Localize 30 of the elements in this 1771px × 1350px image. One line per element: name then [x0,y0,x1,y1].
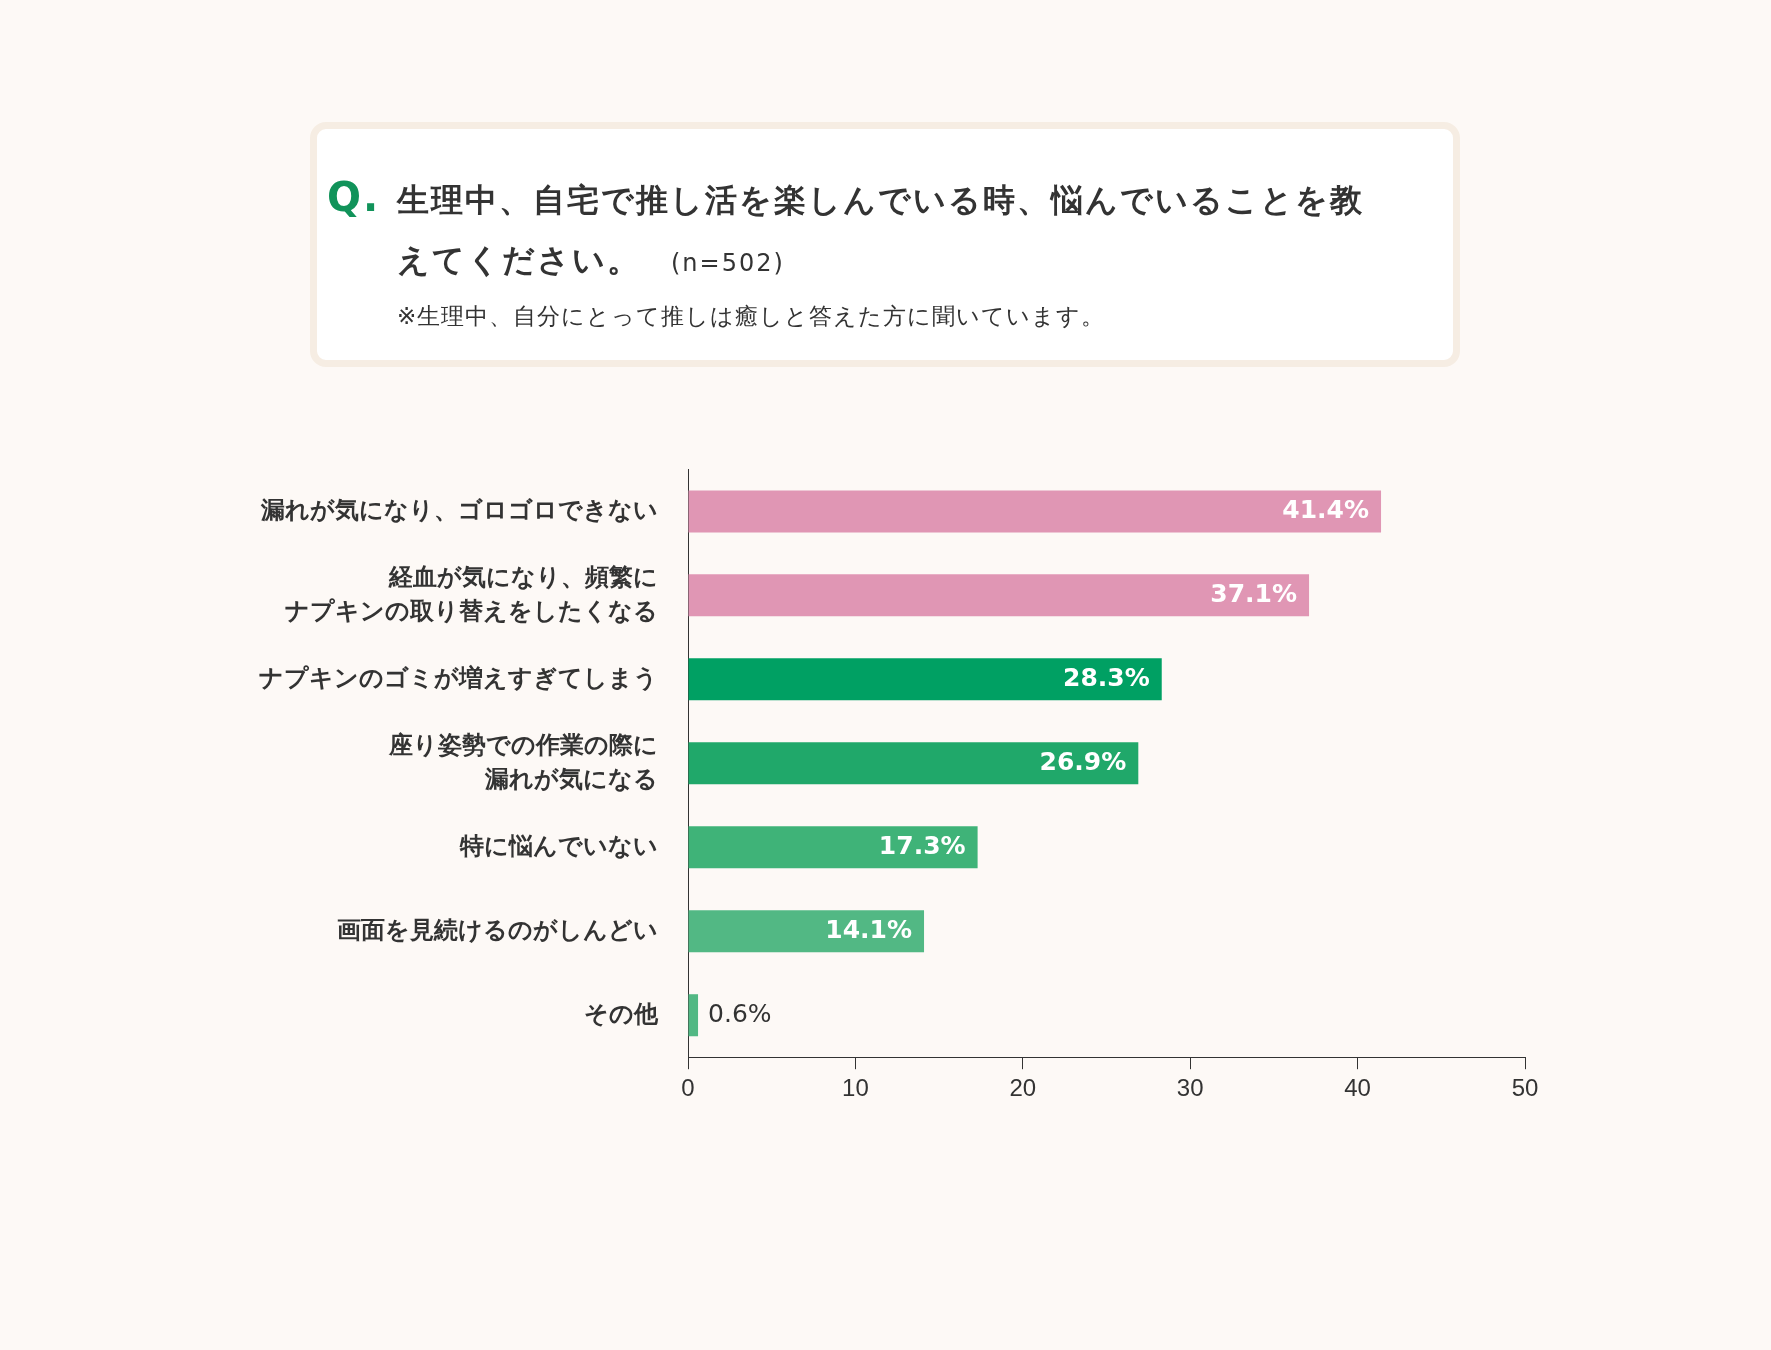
data-label: 41.4% [1282,494,1370,524]
chart-title: Q. 生理中、自宅で推し活を楽しんでいる時、悩んでいることを教えてください。 (n=502) [327,173,1364,279]
y-tick-label: 経血が気になり、頻繁にナプキンの取り替えをしたくなる [285,562,658,625]
y-tick-label: 座り姿勢での作業の際に漏れが気になる [388,730,658,793]
y-tick-label: ナプキンのゴミが増えすぎてしまう [259,663,658,692]
bar [688,994,699,1037]
y-tick-label: 特に悩んでいない [459,831,658,859]
y-tick-label: その他 [584,999,659,1027]
data-label: 14.1% [825,914,913,944]
data-label: 0.6% [708,998,772,1028]
x-tick-label: 30 [1176,1074,1204,1102]
data-label: 26.9% [1039,746,1127,776]
bar [688,742,1139,785]
data-label: 17.3% [878,830,966,860]
x-tick-label: 0 [681,1074,695,1102]
x-tick-label: 10 [842,1074,869,1102]
bar [688,574,1310,617]
x-tick-label: 50 [1511,1074,1539,1102]
question-card: Q. 生理中、自宅で推し活を楽しんでいる時、悩んでいることを教えてください。 (n=502) ※生理中、自分にとって推しは癒しと答えた方に聞いています。 [310,122,1460,367]
y-tick-label: 漏れが気になり、ゴロゴロできない [260,496,658,524]
bar [688,658,1162,701]
x-tick-label: 40 [1344,1074,1371,1102]
x-tick-label: 20 [1009,1074,1037,1102]
bar [688,826,978,869]
data-label: 37.1% [1210,578,1298,608]
data-label: 28.3% [1063,662,1150,692]
chart-subtitle: ※生理中、自分にとって推しは癒しと答えた方に聞いています。 [397,302,1107,331]
bar [688,490,1382,533]
y-tick-label: 画面を見続けるのがしんどい [337,915,658,943]
bar [688,910,925,953]
